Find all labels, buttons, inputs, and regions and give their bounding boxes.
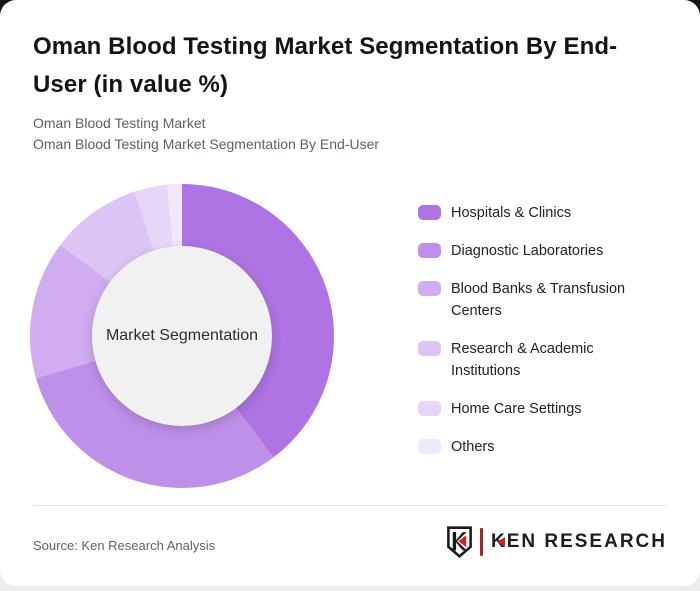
legend-swatch-icon: [418, 439, 441, 454]
legend-item: Others: [418, 436, 641, 458]
shield-k-icon: [447, 526, 472, 558]
subtitle-line-1: Oman Blood Testing Market: [33, 115, 206, 131]
legend-label: Diagnostic Laboratories: [451, 243, 604, 259]
footer-divider: [33, 505, 667, 506]
legend-swatch-icon: [418, 243, 441, 258]
donut-center-label: Market Segmentation: [105, 327, 259, 344]
legend-swatch-icon: [418, 341, 441, 356]
logo-wordmark-text: KEN RESEARCH: [490, 531, 667, 552]
source-text: Source: Ken Research Analysis: [33, 538, 216, 553]
legend-swatch-icon: [418, 205, 441, 220]
logo-red-triangle-icon: [496, 537, 505, 547]
logo-divider-bar: [479, 528, 483, 556]
legend-label: Hospitals & Clinics: [451, 205, 572, 221]
chart-legend: Hospitals & Clinics Diagnostic Laboratori…: [418, 202, 641, 458]
legend-item: Blood Banks & Transfusion Centers: [418, 278, 641, 322]
legend-item: Home Care Settings: [418, 398, 641, 420]
logo-wordmark: KEN RESEARCH: [491, 531, 667, 553]
legend-label: Others: [451, 439, 495, 455]
ken-research-logo: KEN RESEARCH: [446, 526, 667, 558]
legend-swatch-icon: [418, 281, 441, 296]
subtitle-block: Oman Blood Testing Market Oman Blood Tes…: [33, 113, 379, 155]
donut-center: Market Segmentation: [92, 246, 272, 426]
legend-label: Research & Academic Institutions: [451, 341, 594, 379]
subtitle-line-2: Oman Blood Testing Market Segmentation B…: [33, 136, 380, 152]
legend-item: Hospitals & Clinics: [418, 202, 641, 224]
legend-item: Research & Academic Institutions: [418, 338, 641, 382]
legend-label: Blood Banks & Transfusion Centers: [451, 281, 626, 319]
legend-swatch-icon: [418, 401, 441, 416]
legend-label: Home Care Settings: [451, 401, 582, 417]
page-title: Oman Blood Testing Market Segmentation B…: [33, 33, 618, 98]
legend-item: Diagnostic Laboratories: [418, 240, 641, 262]
